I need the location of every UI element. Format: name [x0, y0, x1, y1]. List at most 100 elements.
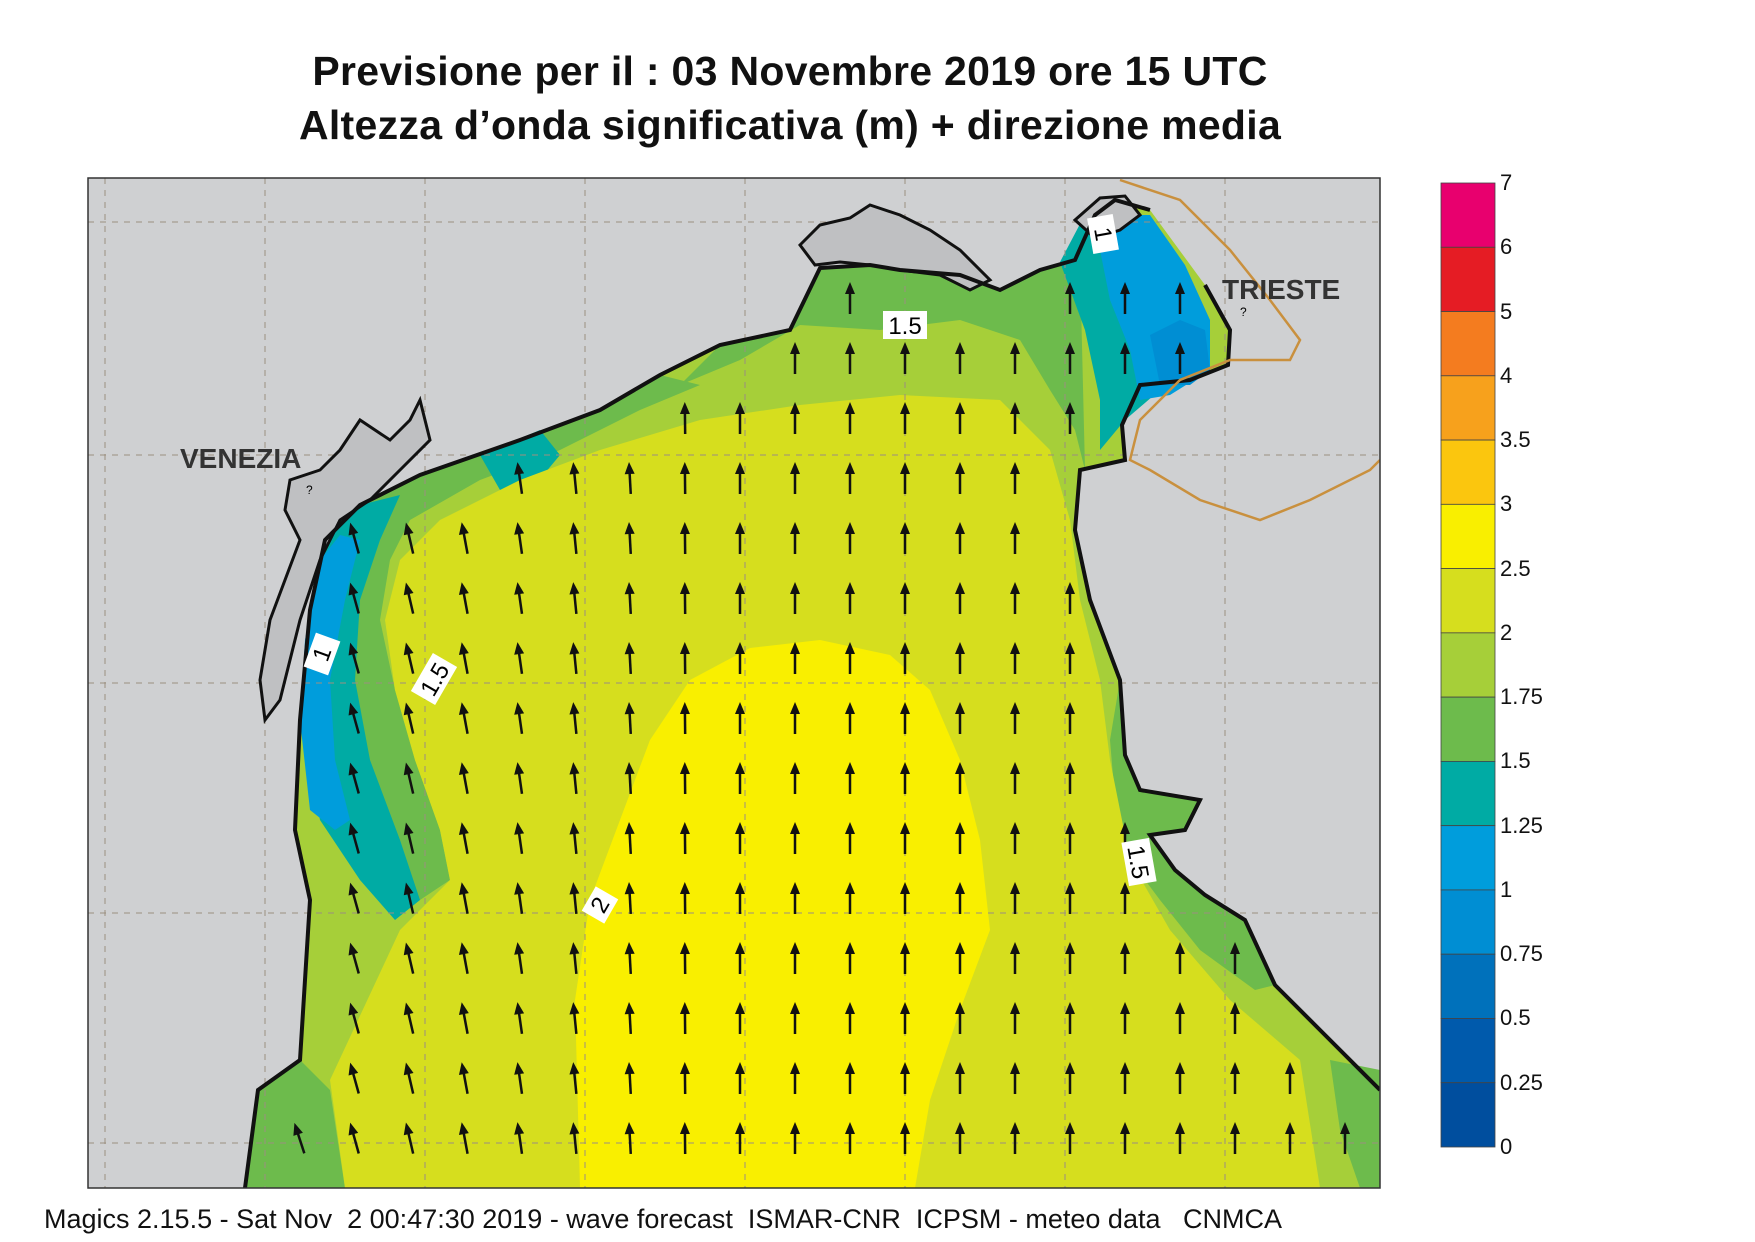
direction-arrow: [790, 942, 800, 974]
direction-arrow: [1175, 942, 1185, 974]
colorbar-label: 5: [1500, 298, 1513, 324]
direction-arrow: [679, 822, 690, 855]
colorbar-label: 0: [1500, 1134, 1513, 1159]
band-1.25-se: [1330, 1060, 1380, 1188]
direction-arrow: [624, 702, 635, 735]
direction-arrow: [348, 762, 360, 794]
direction-arrow: [1120, 882, 1130, 914]
direction-arrow: [845, 702, 855, 734]
direction-arrow: [1010, 342, 1020, 374]
direction-arrow: [1230, 1002, 1240, 1034]
direction-arrow: [900, 522, 910, 554]
direction-arrow: [1065, 942, 1075, 974]
direction-arrow: [348, 702, 360, 734]
colorbar-swatch: [1440, 503, 1496, 570]
direction-arrow: [624, 762, 635, 795]
forecast-title: Previsione per il : 03 Novembre 2019 ore…: [312, 48, 1268, 94]
direction-arrow: [1010, 1002, 1020, 1034]
direction-arrow: [1065, 882, 1075, 914]
direction-arrow: [790, 702, 800, 734]
direction-arrow: [679, 462, 690, 495]
direction-arrow: [624, 1002, 635, 1035]
direction-arrow: [679, 1122, 690, 1155]
direction-arrow: [845, 282, 855, 314]
direction-arrow: [458, 882, 469, 914]
band-1.25-west: [325, 375, 700, 900]
direction-arrow: [514, 462, 525, 495]
colorbar-label: 7: [1500, 170, 1513, 195]
direction-arrow: [1010, 462, 1020, 494]
direction-arrow: [624, 942, 635, 975]
direction-arrow: [1230, 1062, 1240, 1094]
direction-arrow: [679, 582, 690, 615]
direction-arrow: [1010, 882, 1020, 914]
direction-arrow: [900, 702, 910, 734]
direction-arrow: [1065, 342, 1075, 374]
direction-arrow: [1065, 822, 1075, 854]
direction-arrow: [1065, 642, 1075, 674]
direction-arrow: [1010, 402, 1020, 434]
direction-arrow: [1065, 282, 1075, 314]
direction-arrow: [403, 942, 415, 974]
direction-arrows: [293, 282, 1350, 1155]
direction-arrow: [458, 522, 469, 554]
direction-arrow: [679, 942, 690, 975]
direction-arrow: [1010, 522, 1020, 554]
direction-arrow: [845, 582, 855, 614]
venice-lagoon: [258, 395, 432, 724]
city-label-venezia: VENEZIA: [180, 443, 301, 474]
direction-arrow: [403, 1002, 415, 1034]
direction-arrow: [735, 1062, 745, 1094]
direction-arrow: [1065, 1062, 1075, 1094]
direction-arrow: [790, 1002, 800, 1034]
direction-arrow: [900, 822, 910, 854]
direction-arrow: [900, 762, 910, 794]
direction-arrow: [624, 462, 635, 495]
direction-arrow: [624, 822, 635, 855]
direction-arrow: [679, 882, 690, 915]
direction-arrow: [569, 942, 580, 975]
direction-arrow: [514, 702, 525, 735]
direction-arrow: [1010, 582, 1020, 614]
direction-arrow: [403, 582, 415, 614]
direction-arrow: [735, 402, 745, 434]
colorbar-label: 0.25: [1500, 1069, 1543, 1095]
forecast-subtitle: Altezza d’onda significativa (m) + direz…: [298, 102, 1282, 148]
direction-arrow: [458, 942, 469, 974]
direction-arrow: [348, 882, 360, 914]
direction-arrow: [955, 402, 965, 434]
colorbar-swatch: [1440, 311, 1496, 377]
direction-arrow: [955, 342, 965, 374]
band-1.25: [680, 262, 1085, 470]
direction-arrow: [679, 762, 690, 795]
direction-arrow: [900, 462, 910, 494]
svg-text:1.5: 1.5: [1121, 843, 1153, 881]
coastline: [243, 197, 1380, 1188]
direction-arrow: [514, 762, 525, 795]
direction-arrow: [679, 1062, 690, 1095]
band-2.00: [575, 640, 990, 1188]
direction-arrow: [348, 822, 360, 854]
direction-arrow: [679, 642, 690, 675]
direction-arrow: [1120, 1002, 1130, 1034]
direction-arrow: [458, 1122, 469, 1154]
direction-arrow: [514, 582, 525, 615]
direction-arrow: [955, 1002, 965, 1034]
colorbar-swatch: [1440, 1018, 1496, 1084]
direction-arrow: [900, 402, 910, 434]
direction-arrow: [403, 882, 415, 914]
direction-arrow: [790, 522, 800, 554]
direction-arrow: [845, 942, 855, 974]
direction-arrow: [514, 882, 525, 915]
colorbar: [1440, 182, 1496, 1148]
direction-arrow: [1230, 942, 1240, 974]
direction-arrow: [900, 582, 910, 614]
contour-label: 2: [581, 886, 619, 924]
colorbar-swatch: [1440, 696, 1496, 762]
contour-label: 1: [1087, 214, 1119, 254]
direction-arrow: [1010, 1122, 1020, 1154]
contour-label: 1: [303, 632, 341, 676]
contour-label: 1.5: [1121, 837, 1157, 887]
direction-arrow: [679, 402, 690, 435]
direction-arrow: [458, 582, 469, 614]
